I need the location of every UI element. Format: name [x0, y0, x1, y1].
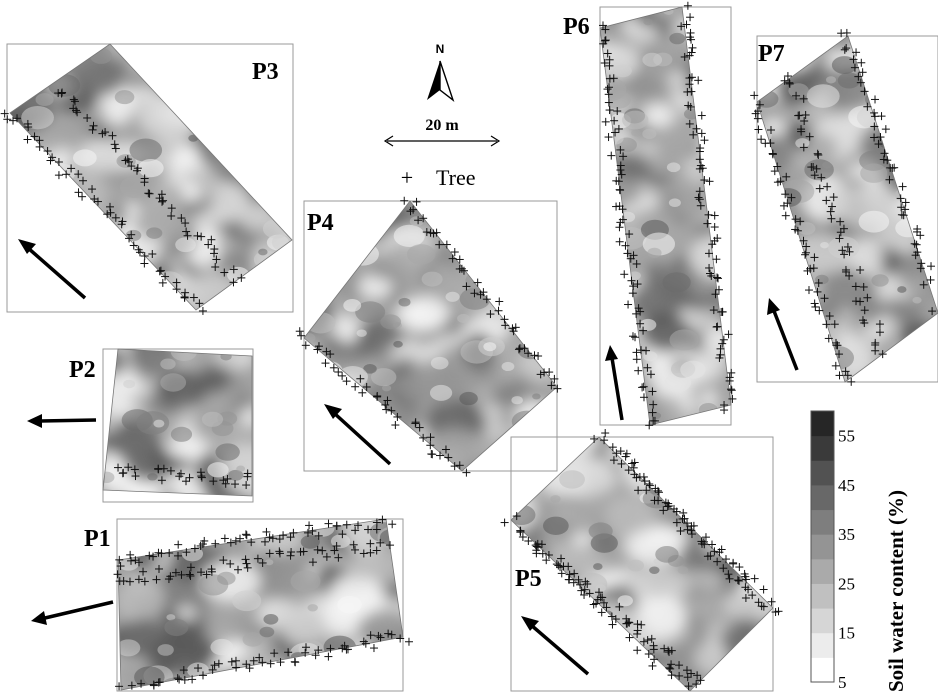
colorbar-tick-label: 15	[838, 624, 855, 643]
north-label: N	[436, 42, 445, 56]
colorbar-band	[811, 509, 834, 535]
plot-p2-field	[102, 348, 253, 497]
tree-legend-label: Tree	[436, 165, 476, 190]
plot-p6-field	[599, 1, 737, 430]
direction-arrow-p2	[27, 414, 97, 428]
colorbar-band	[811, 484, 834, 511]
scale-bar: 20 m	[383, 117, 501, 147]
colorbar-band	[811, 558, 834, 584]
colorbar-band	[811, 435, 834, 461]
colorbar-title: Soil water content (%)	[884, 490, 908, 692]
frame-p5	[510, 436, 774, 692]
colorbar-band	[811, 583, 834, 609]
direction-arrow-p7	[767, 298, 799, 371]
tree-markers-p6	[599, 1, 737, 430]
colorbar-band	[811, 411, 834, 437]
colorbar-tick-label: 35	[838, 525, 855, 544]
direction-arrow-p5	[521, 616, 590, 676]
tree-markers-p2	[114, 463, 252, 490]
frame-p2	[102, 348, 254, 503]
plot-label-p1: P1	[84, 526, 111, 552]
direction-arrow-p3	[18, 239, 87, 300]
colorbar-tick-label: 45	[838, 476, 855, 495]
colorbar-tick-label: 55	[838, 427, 855, 446]
colorbar-band	[811, 657, 834, 683]
frame-p3	[6, 43, 294, 313]
colorbar-band	[811, 632, 834, 658]
direction-arrow-p1	[31, 600, 114, 625]
tree-markers-p7	[750, 28, 937, 386]
tree-markers-p3	[0, 88, 246, 315]
frame-p1	[116, 518, 404, 692]
plot-p7-field	[750, 28, 938, 386]
colorbar-band	[811, 534, 834, 560]
direction-arrow-p4	[324, 404, 392, 466]
plot-p1-field	[113, 515, 413, 691]
tree-legend: + Tree	[401, 165, 476, 190]
tree-markers-p4	[295, 196, 562, 477]
plot-p5-field	[500, 429, 783, 692]
plot-label-p5: P5	[515, 566, 542, 592]
plot-label-p3: P3	[252, 59, 279, 85]
plot-label-p4: P4	[307, 210, 334, 236]
colorbar-band	[811, 460, 834, 486]
plot-label-p7: P7	[758, 41, 785, 67]
frame-p6	[599, 6, 732, 426]
direction-arrow-p6	[605, 345, 624, 421]
plot-label-p2: P2	[69, 357, 96, 383]
colorbar-tick-label: 25	[838, 574, 855, 593]
tree-markers-p1	[113, 515, 413, 691]
colorbar-band	[811, 608, 834, 634]
colorbar-tick-label: 5	[838, 673, 847, 692]
tree-markers-p5	[500, 429, 783, 691]
colorbar: 5 15 25 35 45 55	[810, 410, 855, 692]
tree-symbol: +	[401, 165, 413, 190]
north-arrow: N	[427, 42, 455, 102]
plot-label-p6: P6	[563, 14, 590, 40]
scale-bar-label: 20 m	[425, 117, 459, 134]
